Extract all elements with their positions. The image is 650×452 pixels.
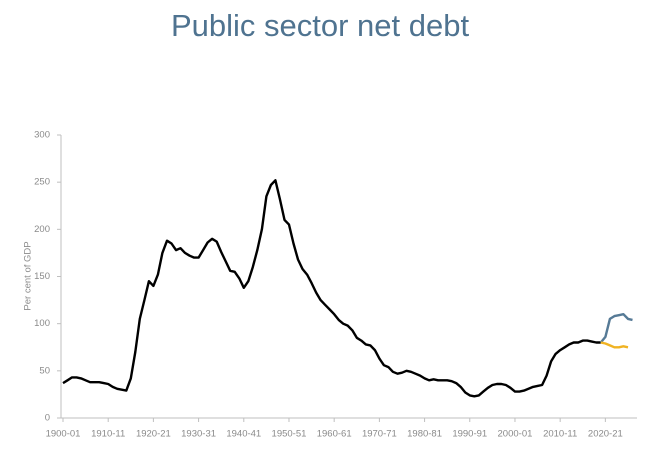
chart-title: Public sector net debt <box>171 8 470 43</box>
x-tick-label: 2010-11 <box>543 429 577 440</box>
x-tick-label: 1990-91 <box>452 429 487 440</box>
x-tick-label: 1950-51 <box>272 429 307 440</box>
x-tick-label: 1920-21 <box>136 429 171 440</box>
x-tick-label: 1900-01 <box>46 429 81 440</box>
x-tick-label: 1960-61 <box>317 429 352 440</box>
y-tick-label: 100 <box>34 318 50 329</box>
x-tick-label: 1980-81 <box>407 429 442 440</box>
series-line <box>600 341 629 349</box>
x-tick-label: 2020-21 <box>588 429 623 440</box>
y-tick-label: 200 <box>34 224 50 235</box>
series-line <box>62 179 601 398</box>
y-tick-label: 300 <box>34 130 50 141</box>
x-tick-label: 2000-01 <box>498 429 533 440</box>
series-line <box>599 313 633 344</box>
x-tick-label: 1930-31 <box>181 429 216 440</box>
x-tick-label: 1940-41 <box>226 429 261 440</box>
x-tick-label: 1910-11 <box>91 429 125 440</box>
y-tick-label: 250 <box>34 177 50 188</box>
y-axis-label: Per cent of GDP <box>23 241 34 310</box>
y-tick-label: 50 <box>39 365 50 376</box>
x-tick-label: 1970-71 <box>362 429 397 440</box>
y-tick-label: 0 <box>45 413 50 424</box>
y-tick-label: 150 <box>34 271 50 282</box>
